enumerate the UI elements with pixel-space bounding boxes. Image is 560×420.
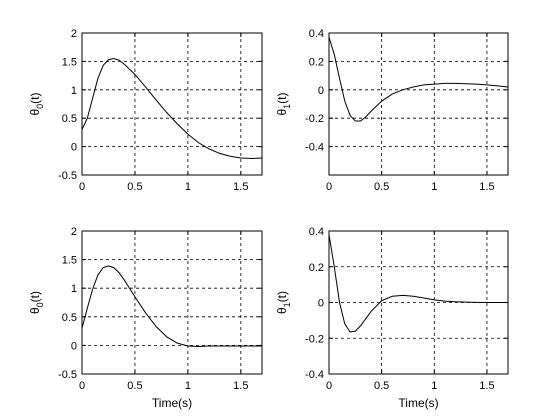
subplot-bottom-right: 0 0.5 1 1.5 -0.4 -0.2 0 0.2 0.4 Time(s) <box>305 226 509 410</box>
y-tick-label: 0 <box>71 142 77 154</box>
y-tick-label: 2 <box>71 226 77 238</box>
y-tick-label: 0.2 <box>309 56 324 68</box>
y-tick-label: 0.4 <box>309 28 324 40</box>
y-tick-label: 1.5 <box>62 255 77 267</box>
y-axis-label-subscript: 1 <box>282 104 292 109</box>
x-tick-label: 1 <box>185 181 191 193</box>
y-tick-label: 0.4 <box>309 226 324 238</box>
y-tick-label: -0.4 <box>305 369 324 381</box>
x-axis-label: Time(s) <box>398 396 438 410</box>
y-axis-label-tail: (t) <box>28 291 42 302</box>
y-axis-label-tail: (t) <box>275 92 289 103</box>
x-tick-label: 0.5 <box>127 181 142 193</box>
subplot-top-right: 0 0.5 1 1.5 -0.4 -0.2 0 0.2 0.4 <box>305 28 509 193</box>
y-tick-label: -0.2 <box>305 333 324 345</box>
y-axis-label-main: θ <box>28 109 42 116</box>
y-axis-label-subscript: 0 <box>35 302 45 307</box>
y-axis-label: θ1(t) <box>275 291 292 314</box>
y-axis-label-main: θ <box>275 307 289 314</box>
x-tick-label: 0 <box>79 181 85 193</box>
x-tick-label: 1 <box>185 380 191 392</box>
y-tick-label: 0 <box>318 85 324 97</box>
x-tick-label: 1.5 <box>233 380 248 392</box>
axes-frame <box>328 32 509 176</box>
y-tick-label: -0.2 <box>305 113 324 125</box>
y-axis-label-tail: (t) <box>275 291 289 302</box>
y-axis-label: θ1(t) <box>275 92 292 115</box>
y-tick-label: -0.4 <box>305 142 324 154</box>
x-axis-label: Time(s) <box>152 396 192 410</box>
y-axis-label-main: θ <box>28 307 42 314</box>
y-tick-label: 1 <box>71 283 77 295</box>
y-tick-label: -0.5 <box>58 369 77 381</box>
y-tick-label: 1.5 <box>62 56 77 68</box>
y-tick-label: 0.2 <box>309 262 324 274</box>
y-tick-label: 2 <box>71 28 77 40</box>
axes-frame <box>81 32 263 176</box>
y-tick-label: 0.5 <box>62 113 77 125</box>
series-line <box>81 58 263 160</box>
axes-frame <box>81 230 263 375</box>
y-tick-label: -0.5 <box>58 170 77 182</box>
x-tick-label: 1 <box>431 181 437 193</box>
y-tick-label: 0 <box>71 340 77 352</box>
x-tick-label: 0 <box>326 181 332 193</box>
series-line <box>328 37 509 122</box>
subplot-top-left: 0 0.5 1 1.5-0.500.511.52 <box>58 28 263 193</box>
y-axis-label: θ0(t) <box>28 92 45 115</box>
x-tick-label: 0.5 <box>374 380 389 392</box>
x-tick-label: 0 <box>326 380 332 392</box>
x-tick-label: 1.5 <box>233 181 248 193</box>
x-tick-label: 1.5 <box>479 380 494 392</box>
x-tick-label: 0 <box>79 380 85 392</box>
x-tick-label: 1.5 <box>479 181 494 193</box>
y-axis-label-subscript: 1 <box>282 302 292 307</box>
y-axis-label-subscript: 0 <box>35 104 45 109</box>
y-axis-label-main: θ <box>275 109 289 116</box>
y-axis-label-tail: (t) <box>28 92 42 103</box>
series-line <box>81 265 262 348</box>
x-tick-label: 0.5 <box>127 380 142 392</box>
y-tick-label: 0.5 <box>62 312 77 324</box>
x-tick-label: 0.5 <box>374 181 389 193</box>
series-line <box>328 234 508 333</box>
x-tick-label: 1 <box>431 380 437 392</box>
y-axis-label: θ0(t) <box>28 291 45 314</box>
y-tick-label: 0 <box>318 298 324 310</box>
y-tick-label: 1 <box>71 85 77 97</box>
